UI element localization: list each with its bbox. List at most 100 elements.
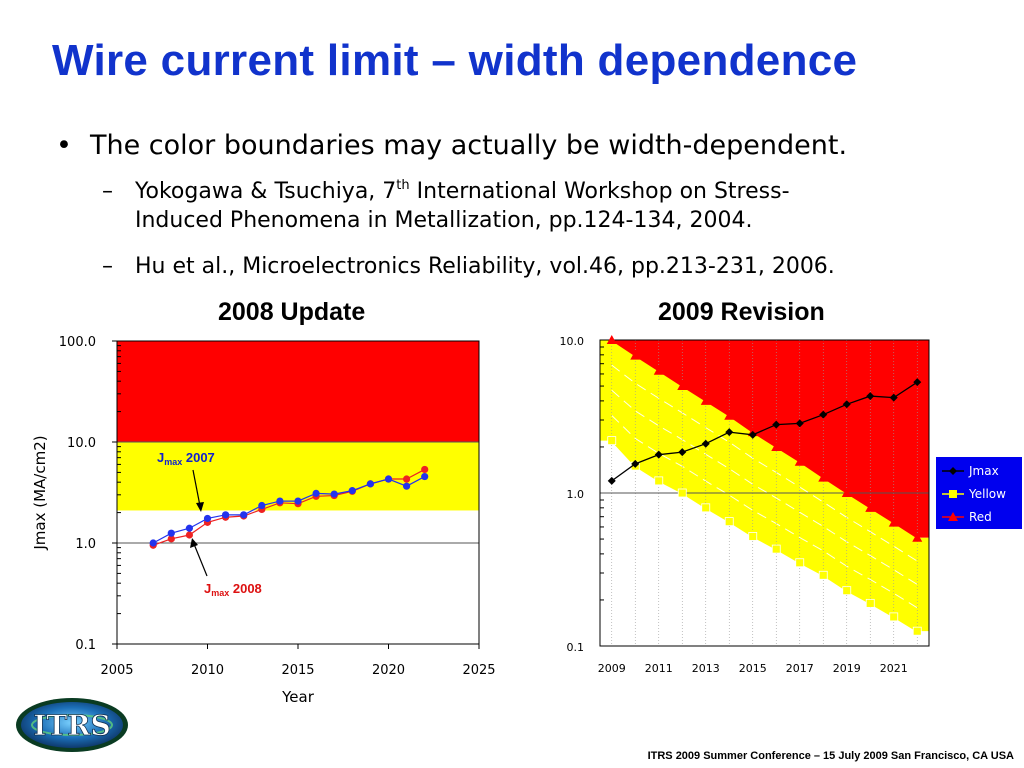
chart1-annotation-jmax-2007: Jmax 2007 [157,450,215,467]
chart1-point-2007 [330,490,338,498]
chart2-y-tick-label: 0.1 [567,641,585,654]
chart1-arrow-2007 [192,469,201,507]
chart2-point-red [818,472,829,482]
chart2-point-yellow [677,488,687,498]
chart2-point-red [794,456,805,466]
chart2-point-jmax [889,393,898,402]
chart2-point-yellow [701,503,711,513]
chart1-point-2008 [167,535,175,543]
chart2-x-tick-label: 2017 [786,662,814,675]
slide-title: Wire current limit – width dependence [52,36,858,85]
chart1-arrow-2008 [193,543,208,577]
chart1-point-2007 [167,529,175,537]
chart2-x-tick-label: 2011 [645,662,673,675]
chart2-title: 2009 Revision [658,298,825,326]
chart2-y-tick-label: 1.0 [567,488,585,501]
chart-2009-revision: 10.0 1.0 0.1 2009 2011 2013 2015 2017 2019 2021 Jm… [560,335,1022,675]
chart2-plot-frame [599,339,930,647]
chart1-y-tick-label: 100.0 [59,335,96,350]
chart2-point-yellow [912,626,922,636]
sub-bullet-yokogawa-line2: Induced Phenomena in Metallization, pp.1… [135,208,753,233]
chart1-arrowhead-2008 [190,538,198,548]
chart2-point-jmax [725,428,734,437]
chart2-point-red [865,502,876,512]
chart1-title: 2008 Update [218,298,366,326]
chart1-x-tick-label: 2020 [372,663,405,678]
chart1-band-0 [117,341,479,442]
chart1-series-line-2007 [152,476,425,544]
chart1-point-2007 [276,497,284,505]
chart1-point-2007 [384,475,393,483]
chart2-legend-label-yellow: Yellow [968,487,1006,501]
chart1-y-axis-label: Jmax (MA/cm2) [31,435,49,550]
chart2-point-jmax [866,392,875,401]
chart2-point-jmax [748,430,757,439]
chart2-point-jmax [654,450,663,459]
chart1-point-2008 [421,465,429,474]
chart2-point-red [700,395,711,405]
chart2-point-red [912,532,923,542]
chart2-point-jmax [913,378,922,387]
chart1-point-2007 [366,480,374,488]
chart2-point-jmax [631,459,640,468]
chart2-legend-label-red: Red [969,510,992,524]
chart1-y-tick-label: 1.0 [75,537,96,552]
chart2-point-jmax [795,419,804,428]
itrs-logo: ITRS [16,698,128,752]
chart2-point-jmax [819,410,828,419]
chart2-point-yellow [724,517,734,527]
chart2-point-yellow [607,436,617,446]
chart2-y-tick-label: 10.0 [560,335,585,348]
chart2-point-jmax [678,448,687,457]
chart2-point-yellow [865,598,875,608]
chart2-point-yellow [654,476,664,486]
chart1-x-tick-label: 2015 [281,663,314,678]
chart2-legend-marker [949,490,957,498]
sub1-text-post: International Workshop on Stress- [409,179,790,204]
chart2-point-red [630,350,641,360]
chart2-point-red [841,488,852,497]
sub-bullet-yokogawa: – Yokogawa & Tsuchiya, 7th International … [102,178,790,204]
chart2-point-jmax [701,439,710,448]
footer-text: ITRS 2009 Summer Conference – 15 July 20… [647,750,1014,762]
chart1-annotation-jmax-2008: Jmax 2008 [204,581,262,598]
chart1-point-2007 [149,539,157,547]
chart2-point-yellow [748,532,758,541]
chart2-point-jmax [607,476,616,485]
chart2-point-red [724,410,735,420]
chart1-point-2007 [185,524,193,532]
chart2-legend-label-jmax: Jmax [968,464,999,478]
chart1-point-2007 [421,472,429,481]
chart-2008-update: 100.0 10.0 1.0 0.1 2005 2010 2015 2020 2025 Year J… [31,335,496,706]
chart1-arrowhead-2007 [196,502,204,512]
chart2-point-yellow [771,544,781,554]
sub-bullet-hu: – Hu et al., Microelectronics Reliability… [102,254,835,279]
chart2-point-red [888,517,899,527]
sub1-text-pre: Yokogawa & Tsuchiya, 7 [135,179,397,204]
chart2-hatch-line [611,364,918,562]
main-bullet-text: The color boundaries may actually be wid… [90,130,848,161]
chart2-point-red [677,381,688,391]
chart2-point-jmax [842,400,851,409]
chart2-x-tick-label: 2015 [739,662,767,675]
sub2-text: Hu et al., Microelectronics Reliability,… [135,254,835,279]
chart2-point-red [653,365,664,375]
chart2-point-red [771,441,782,451]
chart2-x-tick-label: 2021 [880,662,908,675]
chart2-x-tick-label: 2019 [833,662,861,675]
chart1-x-tick-label: 2010 [191,663,224,678]
chart2-point-yellow [889,612,899,622]
chart1-point-2007 [348,487,356,495]
chart1-y-tick-label: 10.0 [67,436,96,451]
svg-text:ITRS: ITRS [33,709,110,742]
chart1-point-2008 [185,531,193,539]
chart1-point-2007 [203,514,212,523]
chart2-legend-marker [948,512,958,521]
chart1-point-2007 [403,482,411,490]
main-bullet: • The color boundaries may actually be wi… [56,130,847,161]
chart2-x-tick-label: 2013 [692,662,720,675]
chart1-x-tick-label: 2025 [462,663,495,678]
chart2-point-yellow [795,558,805,568]
chart1-x-axis-label: Year [281,688,315,706]
chart2-x-tick-label: 2009 [598,662,626,675]
